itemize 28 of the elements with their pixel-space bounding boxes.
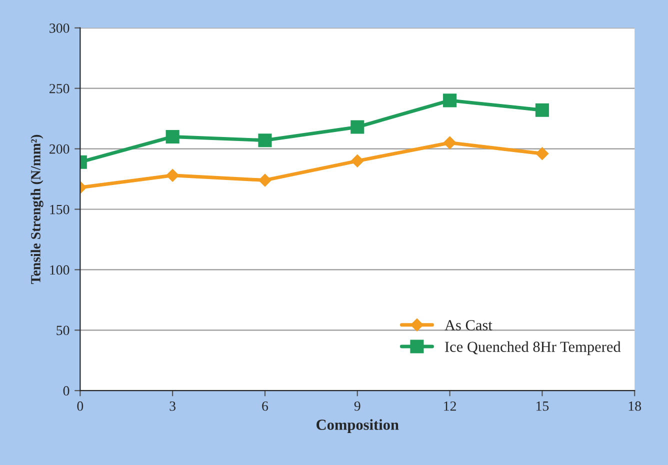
point <box>536 147 549 160</box>
x-tick-label: 15 <box>536 401 549 411</box>
point <box>443 136 456 150</box>
x-tick-label: 3 <box>170 401 176 411</box>
legend-label: As Cast <box>444 320 492 330</box>
x-tick-label: 0 <box>77 401 84 411</box>
point <box>535 103 549 117</box>
x-tick-label: 12 <box>444 401 456 411</box>
point <box>166 130 180 144</box>
legend-label: Ice Quenched 8Hr Tempered <box>445 341 621 356</box>
y-tick-label: 50 <box>56 326 70 336</box>
y-tick-label: 300 <box>50 23 70 33</box>
x-tick-label: 9 <box>354 401 360 411</box>
y-axis-title: Tensile Strength (N/mm²) <box>30 134 44 284</box>
y-tick-label: 200 <box>50 144 70 154</box>
point <box>350 120 364 134</box>
point <box>166 168 179 182</box>
y-tick-label: 0 <box>63 386 70 396</box>
point <box>258 134 272 148</box>
point <box>443 94 457 108</box>
y-tick-label: 150 <box>50 204 70 214</box>
x-tick-label: 6 <box>262 401 268 411</box>
point <box>350 154 364 168</box>
x-axis-title: Composition <box>316 419 399 434</box>
y-tick-label: 100 <box>50 265 70 275</box>
x-tick-label: 18 <box>628 401 642 411</box>
point <box>258 174 272 187</box>
y-tick-label: 250 <box>50 84 70 94</box>
